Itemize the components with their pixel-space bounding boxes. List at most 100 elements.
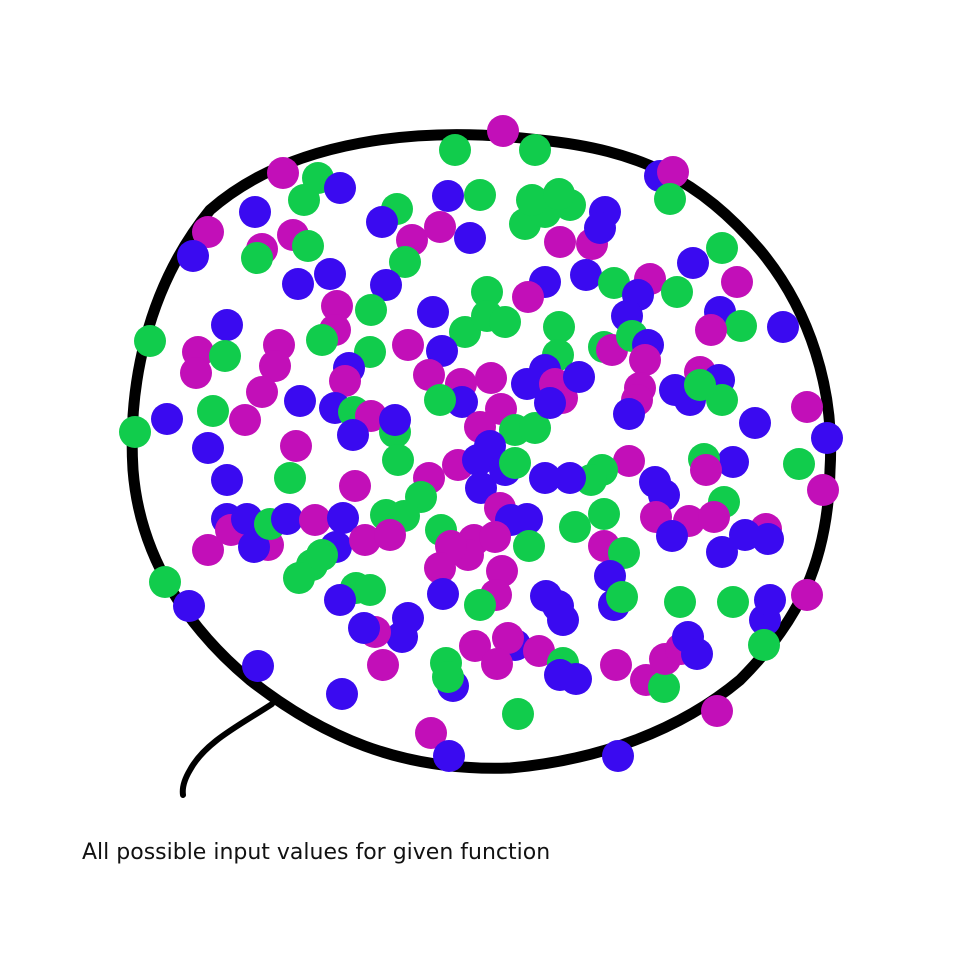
- green-dot: [664, 586, 696, 618]
- magenta-dot: [698, 501, 730, 533]
- green-dot: [559, 511, 591, 543]
- green-dot: [606, 581, 638, 613]
- blue-dot: [454, 222, 486, 254]
- green-dot: [464, 179, 496, 211]
- green-dot: [471, 276, 503, 308]
- blue-dot: [211, 309, 243, 341]
- input-value-dots: [119, 115, 843, 772]
- blue-dot: [511, 368, 543, 400]
- green-dot: [354, 574, 386, 606]
- blue-dot: [656, 520, 688, 552]
- blue-dot: [324, 172, 356, 204]
- magenta-dot: [367, 649, 399, 681]
- blue-dot: [324, 584, 356, 616]
- magenta-dot: [512, 281, 544, 313]
- blue-dot: [239, 196, 271, 228]
- green-dot: [783, 448, 815, 480]
- green-dot: [389, 246, 421, 278]
- blue-dot: [739, 407, 771, 439]
- magenta-dot: [487, 115, 519, 147]
- magenta-dot: [791, 579, 823, 611]
- magenta-dot: [459, 630, 491, 662]
- blue-dot: [432, 180, 464, 212]
- magenta-dot: [299, 504, 331, 536]
- green-dot: [283, 562, 315, 594]
- magenta-dot: [791, 391, 823, 423]
- green-dot: [449, 316, 481, 348]
- green-dot: [424, 384, 456, 416]
- blue-dot: [465, 472, 497, 504]
- green-dot: [306, 539, 338, 571]
- blue-dot: [348, 612, 380, 644]
- magenta-dot: [613, 445, 645, 477]
- green-dot: [706, 232, 738, 264]
- green-dot: [134, 325, 166, 357]
- green-dot: [464, 589, 496, 621]
- blue-dot: [754, 584, 786, 616]
- green-dot: [513, 530, 545, 562]
- blue-dot: [511, 503, 543, 535]
- green-dot: [608, 537, 640, 569]
- green-dot: [489, 306, 521, 338]
- green-dot: [306, 324, 338, 356]
- blue-dot: [211, 464, 243, 496]
- blue-dot: [426, 335, 458, 367]
- green-dot: [292, 230, 324, 262]
- green-dot: [725, 310, 757, 342]
- magenta-dot: [486, 555, 518, 587]
- blue-dot: [613, 398, 645, 430]
- blue-dot: [151, 403, 183, 435]
- blue-dot: [427, 578, 459, 610]
- pointer-stroke: [179, 701, 275, 798]
- magenta-dot: [349, 524, 381, 556]
- magenta-dot: [701, 695, 733, 727]
- green-dot: [382, 444, 414, 476]
- green-dot: [499, 447, 531, 479]
- green-dot: [748, 629, 780, 661]
- magenta-dot: [721, 266, 753, 298]
- blue-dot: [417, 296, 449, 328]
- magenta-dot: [475, 362, 507, 394]
- domain-outline: [126, 129, 837, 774]
- caption: All possible input values for given func…: [82, 840, 551, 865]
- blue-dot: [602, 740, 634, 772]
- green-dot: [355, 294, 387, 326]
- blue-dot: [706, 536, 738, 568]
- blue-dot: [570, 259, 602, 291]
- green-dot: [119, 416, 151, 448]
- magenta-dot: [267, 157, 299, 189]
- blue-dot: [173, 590, 205, 622]
- green-dot: [197, 395, 229, 427]
- green-dot: [502, 698, 534, 730]
- blue-dot: [681, 638, 713, 670]
- green-dot: [241, 242, 273, 274]
- green-dot: [543, 311, 575, 343]
- blue-dot: [584, 212, 616, 244]
- magenta-dot: [259, 350, 291, 382]
- green-dot: [588, 498, 620, 530]
- magenta-dot: [415, 717, 447, 749]
- blue-dot: [529, 462, 561, 494]
- blue-dot: [386, 621, 418, 653]
- magenta-dot: [392, 329, 424, 361]
- magenta-dot: [492, 622, 524, 654]
- blue-dot: [284, 385, 316, 417]
- blue-dot: [811, 422, 843, 454]
- magenta-dot: [629, 344, 661, 376]
- blue-dot: [326, 678, 358, 710]
- green-dot: [519, 412, 551, 444]
- green-dot: [654, 183, 686, 215]
- magenta-dot: [544, 226, 576, 258]
- blue-dot: [238, 531, 270, 563]
- green-dot: [288, 184, 320, 216]
- blue-dot: [337, 419, 369, 451]
- magenta-dot: [280, 430, 312, 462]
- magenta-dot: [424, 552, 456, 584]
- magenta-dot: [481, 648, 513, 680]
- blue-dot: [192, 432, 224, 464]
- magenta-dot: [600, 649, 632, 681]
- blue-dot: [717, 446, 749, 478]
- blue-dot: [370, 269, 402, 301]
- green-dot: [648, 671, 680, 703]
